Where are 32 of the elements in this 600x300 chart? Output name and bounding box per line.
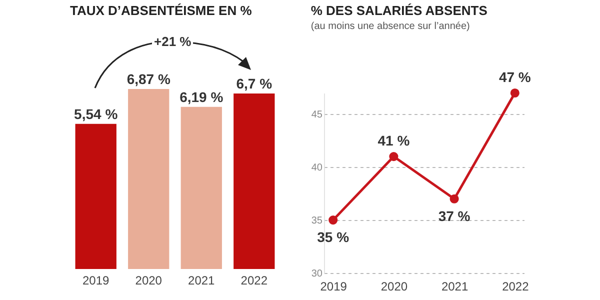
x-tick-label: 2020 <box>135 274 162 288</box>
y-tick-label: 35 <box>311 216 323 227</box>
bar <box>234 93 275 269</box>
chart-subtitle: (au moins une absence sur l’année) <box>310 21 470 32</box>
point <box>389 152 398 162</box>
data-label: 6,7 % <box>236 75 273 92</box>
y-tick-label: 40 <box>311 162 323 174</box>
x-tick-label: 2020 <box>380 280 408 294</box>
x-tick-label: 2019 <box>320 280 348 294</box>
chart-title: TAUX D’ABSENTÉISME EN % <box>70 3 252 18</box>
data-label: 6,19 % <box>180 88 224 105</box>
data-label: 5,54 % <box>74 106 118 122</box>
data-label: 47 % <box>498 69 532 85</box>
x-tick-label: 2019 <box>82 274 110 288</box>
data-label: 41 % <box>378 132 410 149</box>
bar <box>180 106 222 269</box>
x-tick-label: 2021 <box>188 274 216 288</box>
y-tick-label: 30 <box>311 268 323 280</box>
point <box>510 88 520 98</box>
chart-title: % DES SALARIÉS ABSENTS <box>310 3 488 18</box>
point <box>328 216 338 225</box>
x-tick-label: 2021 <box>441 280 468 294</box>
point <box>450 194 459 204</box>
text: +21 % <box>152 34 194 49</box>
bar <box>128 89 170 269</box>
y-tick-label: 45 <box>311 110 323 121</box>
x-tick-label: 2022 <box>502 280 530 294</box>
x-tick-label: 2022 <box>240 274 268 288</box>
data-label: 37 % <box>438 208 471 224</box>
data-label: 6,87 % <box>126 71 171 87</box>
bar <box>75 124 116 269</box>
data-label: 35 % <box>317 229 350 246</box>
